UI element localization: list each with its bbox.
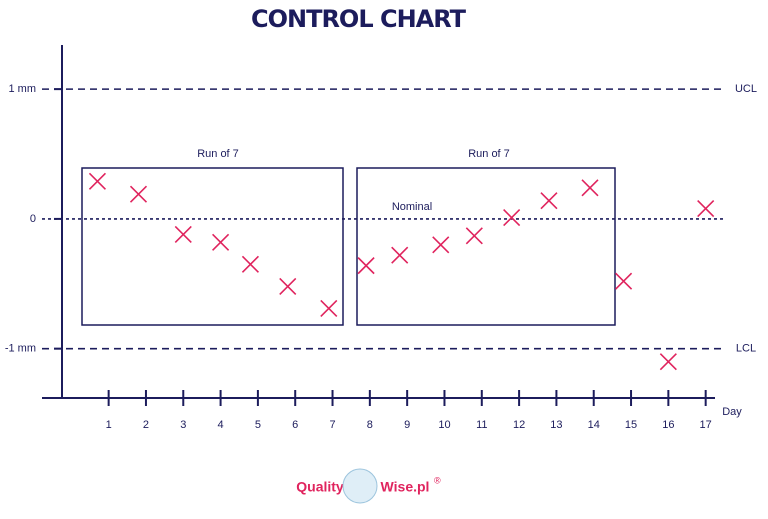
brand-text: Quality: [296, 479, 344, 495]
chart-title: CONTROL CHART: [251, 5, 467, 33]
brand-mark: ®: [434, 475, 441, 485]
data-point: [174, 225, 192, 244]
data-point: [697, 199, 715, 218]
data-point: [212, 233, 230, 251]
data-point: [540, 192, 558, 210]
x-tick-label: 2: [143, 419, 149, 431]
logo: Quality Wise.pl ®: [296, 468, 441, 504]
reference-label: Nominal: [392, 201, 432, 213]
x-tick-label: 14: [588, 419, 600, 431]
data-point: [88, 172, 107, 190]
data-point: [465, 227, 483, 245]
y-tick-label: -1 mm: [5, 343, 36, 355]
x-tick-label: 10: [438, 419, 450, 431]
data-point: [615, 272, 633, 290]
x-tick-label: 12: [513, 419, 525, 431]
data-point: [357, 257, 375, 275]
x-tick-label: 13: [550, 419, 562, 431]
data-point: [503, 209, 521, 227]
x-axis-label: Day: [722, 406, 742, 418]
run-box: [356, 167, 616, 326]
x-tick-label: 11: [476, 419, 487, 431]
run-box: [81, 167, 344, 326]
x-tick-label: 5: [255, 419, 261, 431]
annotation: Run of 7: [468, 148, 510, 160]
reference-label: LCL: [736, 343, 756, 355]
data-point: [320, 299, 338, 318]
brand-text: Wise.pl: [381, 479, 430, 495]
x-tick-label: 16: [662, 419, 674, 431]
x-tick-label: 1: [106, 419, 112, 431]
x-tick-label: 9: [404, 419, 410, 431]
x-tick-label: 17: [700, 419, 712, 431]
x-tick-label: 15: [625, 419, 637, 431]
data-point: [241, 255, 260, 273]
data-point: [659, 353, 677, 371]
data-point: [129, 185, 148, 203]
y-tick-label: 1 mm: [9, 83, 37, 95]
data-point: [432, 236, 450, 254]
y-tick-label: 0: [30, 213, 36, 225]
x-tick-label: 7: [329, 419, 335, 431]
x-tick-label: 6: [292, 419, 298, 431]
x-tick-label: 8: [367, 419, 373, 431]
logo-icon: [342, 468, 378, 504]
x-tick-label: 4: [218, 419, 224, 431]
annotation: Run of 7: [197, 148, 239, 160]
reference-label: UCL: [735, 83, 757, 95]
x-tick-label: 3: [180, 419, 186, 431]
data-point: [581, 179, 599, 197]
data-point: [279, 277, 297, 295]
data-point: [391, 246, 409, 264]
